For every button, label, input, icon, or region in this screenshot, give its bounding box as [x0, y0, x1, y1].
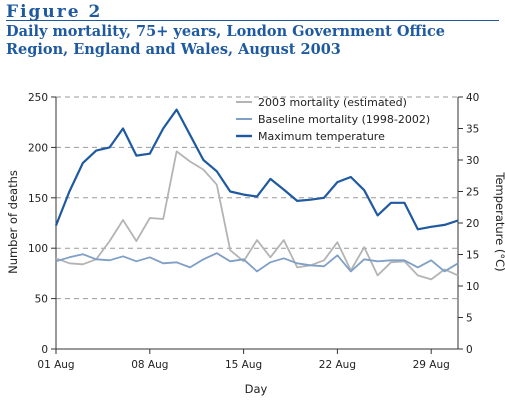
- axes: 0 50 100 150 200 250 0 5 10 15 20 25 30 35 40 01 Aug 08 …: [28, 92, 479, 371]
- y2-tick-label: 10: [466, 281, 479, 293]
- y-tick-label: 150: [28, 193, 48, 205]
- legend: 2003 mortality (estimated) Baseline morta…: [236, 96, 430, 143]
- x-tick-label: 15 Aug: [225, 359, 262, 371]
- y2-axis-label: Temperature (°C): [493, 171, 505, 271]
- y-tick-label: 50: [35, 294, 48, 306]
- figure-label: Figure 2: [6, 2, 103, 22]
- y2-tick-label: 0: [466, 344, 473, 356]
- figure-title: Daily mortality, 75+ years, London Gover…: [6, 23, 446, 58]
- grid-lines: [56, 96, 458, 300]
- series-line-1: [55, 150, 459, 281]
- x-tick-label: 29 Aug: [413, 359, 450, 371]
- series-line-3: [54, 108, 459, 231]
- x-tick-label: 01 Aug: [37, 359, 74, 371]
- y-tick-label: 100: [28, 243, 48, 255]
- y2-tick-label: 5: [466, 313, 473, 325]
- series-line-2: [55, 252, 459, 273]
- y-axis-label: Number of deaths: [6, 170, 20, 274]
- y2-tick-label: 30: [466, 155, 479, 167]
- y-tick-label: 0: [41, 344, 48, 356]
- y-tick-label: 200: [28, 142, 48, 154]
- y2-tick-label: 15: [466, 250, 479, 262]
- x-tick-label: 22 Aug: [319, 359, 356, 371]
- y-tick-label: 250: [28, 92, 48, 104]
- series-lines: [54, 108, 459, 281]
- y2-tick-label: 20: [466, 218, 479, 230]
- title-rule: [6, 20, 499, 21]
- x-tick-label: 08 Aug: [131, 359, 168, 371]
- legend-label-1: 2003 mortality (estimated): [258, 96, 407, 109]
- legend-label-3: Maximum temperature: [258, 130, 385, 143]
- y2-tick-label: 25: [466, 187, 479, 199]
- y2-tick-label: 40: [466, 92, 479, 104]
- y2-tick-label: 35: [466, 124, 479, 136]
- legend-label-2: Baseline mortality (1998-2002): [258, 113, 430, 126]
- x-axis-label: Day: [245, 382, 268, 396]
